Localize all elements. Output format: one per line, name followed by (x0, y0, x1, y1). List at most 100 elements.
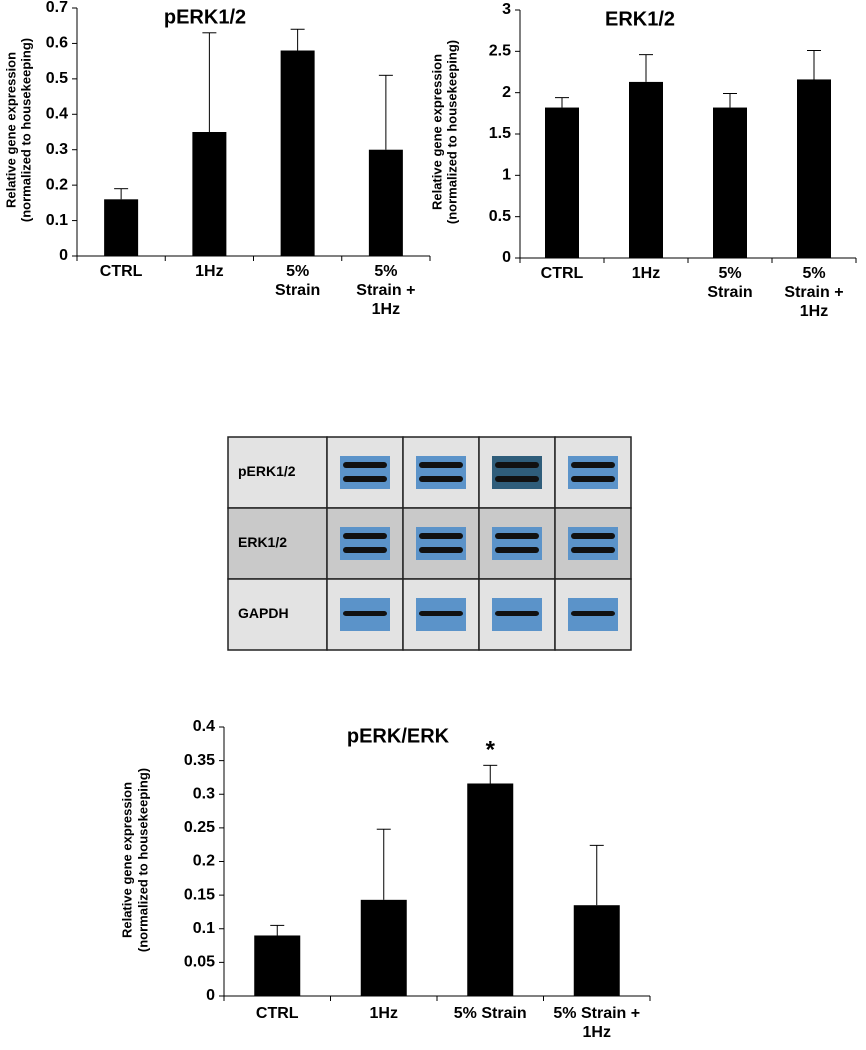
blot-image (416, 527, 466, 560)
chart-title: pERK/ERK (347, 725, 450, 747)
error-bar (555, 97, 569, 108)
blot-band (343, 547, 387, 553)
x-tick-label: 5% Strain (707, 265, 753, 301)
error-bar (270, 924, 285, 936)
x-tick-label: 5% Strain (453, 1005, 527, 1022)
x-tick-label: 1Hz (195, 263, 224, 280)
bar (104, 199, 139, 256)
x-tick-label: 5% Strain (274, 263, 321, 299)
bar (368, 149, 403, 256)
blot-band (495, 611, 539, 616)
error-bar (376, 828, 391, 900)
blot-band (571, 547, 615, 553)
y-tick-label: 2 (502, 84, 511, 101)
y-tick-label: 0.1 (193, 920, 215, 937)
error-bar (378, 74, 393, 150)
blot-row-label: pERK1/2 (238, 463, 296, 479)
y-tick-label: 0.5 (46, 70, 68, 87)
blot-image (416, 456, 466, 489)
blot-image (340, 527, 390, 560)
x-tick-label: CTRL (255, 1005, 299, 1022)
error-bar (114, 188, 129, 200)
x-tick-label: 1Hz (369, 1005, 398, 1022)
blot-band (419, 462, 463, 468)
y-tick-label: 0.5 (489, 208, 511, 225)
bar (467, 783, 514, 996)
bar (545, 107, 579, 259)
bar (192, 132, 227, 256)
error-bar (202, 32, 217, 132)
blot-image (492, 527, 542, 560)
error-bar (723, 92, 737, 108)
blot-band (419, 533, 463, 539)
y-tick-label: 1 (502, 167, 511, 184)
blot-label-cell (227, 578, 328, 651)
blot-row-label: GAPDH (238, 605, 289, 621)
error-bar (589, 844, 604, 906)
blot-band (495, 533, 539, 539)
blot-band (343, 462, 387, 468)
y-tick-label: 0.7 (46, 0, 68, 16)
y-axis-label: Relative gene expression (429, 54, 444, 210)
y-tick-label: 0.05 (184, 954, 215, 971)
blot-band (495, 462, 539, 468)
y-tick-label: 0.25 (184, 819, 215, 836)
y-tick-label: 0.6 (46, 35, 68, 52)
blot-band (419, 547, 463, 553)
bar (254, 935, 301, 996)
significance-marker: * (486, 737, 496, 764)
y-tick-label: 0.15 (184, 886, 215, 903)
y-axis-label: (normalized to housekeeping) (135, 768, 150, 952)
y-tick-label: 0.4 (193, 718, 215, 735)
y-tick-label: 0 (59, 247, 68, 264)
blot-band (571, 611, 615, 616)
error-bar (807, 50, 821, 80)
y-tick-label: 0.1 (46, 212, 68, 229)
x-tick-label: CTRL (540, 265, 584, 282)
error-bar (290, 28, 305, 51)
blot-image (568, 456, 618, 489)
y-tick-label: 0.2 (193, 853, 215, 870)
bar (360, 899, 407, 996)
y-tick-label: 0.35 (184, 752, 215, 769)
blot-band (419, 476, 463, 482)
x-tick-label: 5% Strain + 1Hz (356, 263, 416, 318)
error-bar (639, 54, 653, 82)
bar (629, 81, 663, 258)
blot-image (492, 456, 542, 489)
blot-band (495, 476, 539, 482)
error-bar (483, 764, 498, 784)
y-axis-label: (normalized to housekeeping) (18, 38, 33, 222)
blot-image (568, 527, 618, 560)
y-axis-label: Relative gene expression (119, 782, 134, 938)
y-tick-label: 0.3 (193, 785, 215, 802)
y-tick-label: 1.5 (489, 125, 511, 142)
blot-band (571, 533, 615, 539)
blot-band (571, 462, 615, 468)
y-axis-label: Relative gene expression (3, 52, 18, 208)
chart-title: pERK1/2 (164, 6, 246, 28)
x-tick-label: 5% Strain + 1Hz (553, 1005, 641, 1041)
x-tick-label: CTRL (99, 263, 143, 280)
bar (797, 79, 831, 258)
blot-band (343, 476, 387, 482)
x-tick-label: 5% Strain + 1Hz (784, 265, 844, 320)
blot-band (343, 533, 387, 539)
x-tick-label: 1Hz (631, 265, 661, 282)
y-tick-label: 2.5 (489, 43, 511, 60)
bar (573, 905, 620, 996)
y-tick-label: 3 (502, 1, 511, 18)
blot-band (419, 611, 463, 616)
y-axis-label: (normalized to housekeeping) (444, 40, 459, 224)
blot-band (571, 476, 615, 482)
y-tick-label: 0.2 (46, 176, 68, 193)
y-tick-label: 0.4 (46, 106, 68, 123)
blot-image (340, 456, 390, 489)
bar (280, 50, 315, 257)
blot-band (495, 547, 539, 553)
y-tick-label: 0 (502, 249, 511, 266)
bar (713, 107, 747, 259)
y-tick-label: 0.3 (46, 141, 68, 158)
